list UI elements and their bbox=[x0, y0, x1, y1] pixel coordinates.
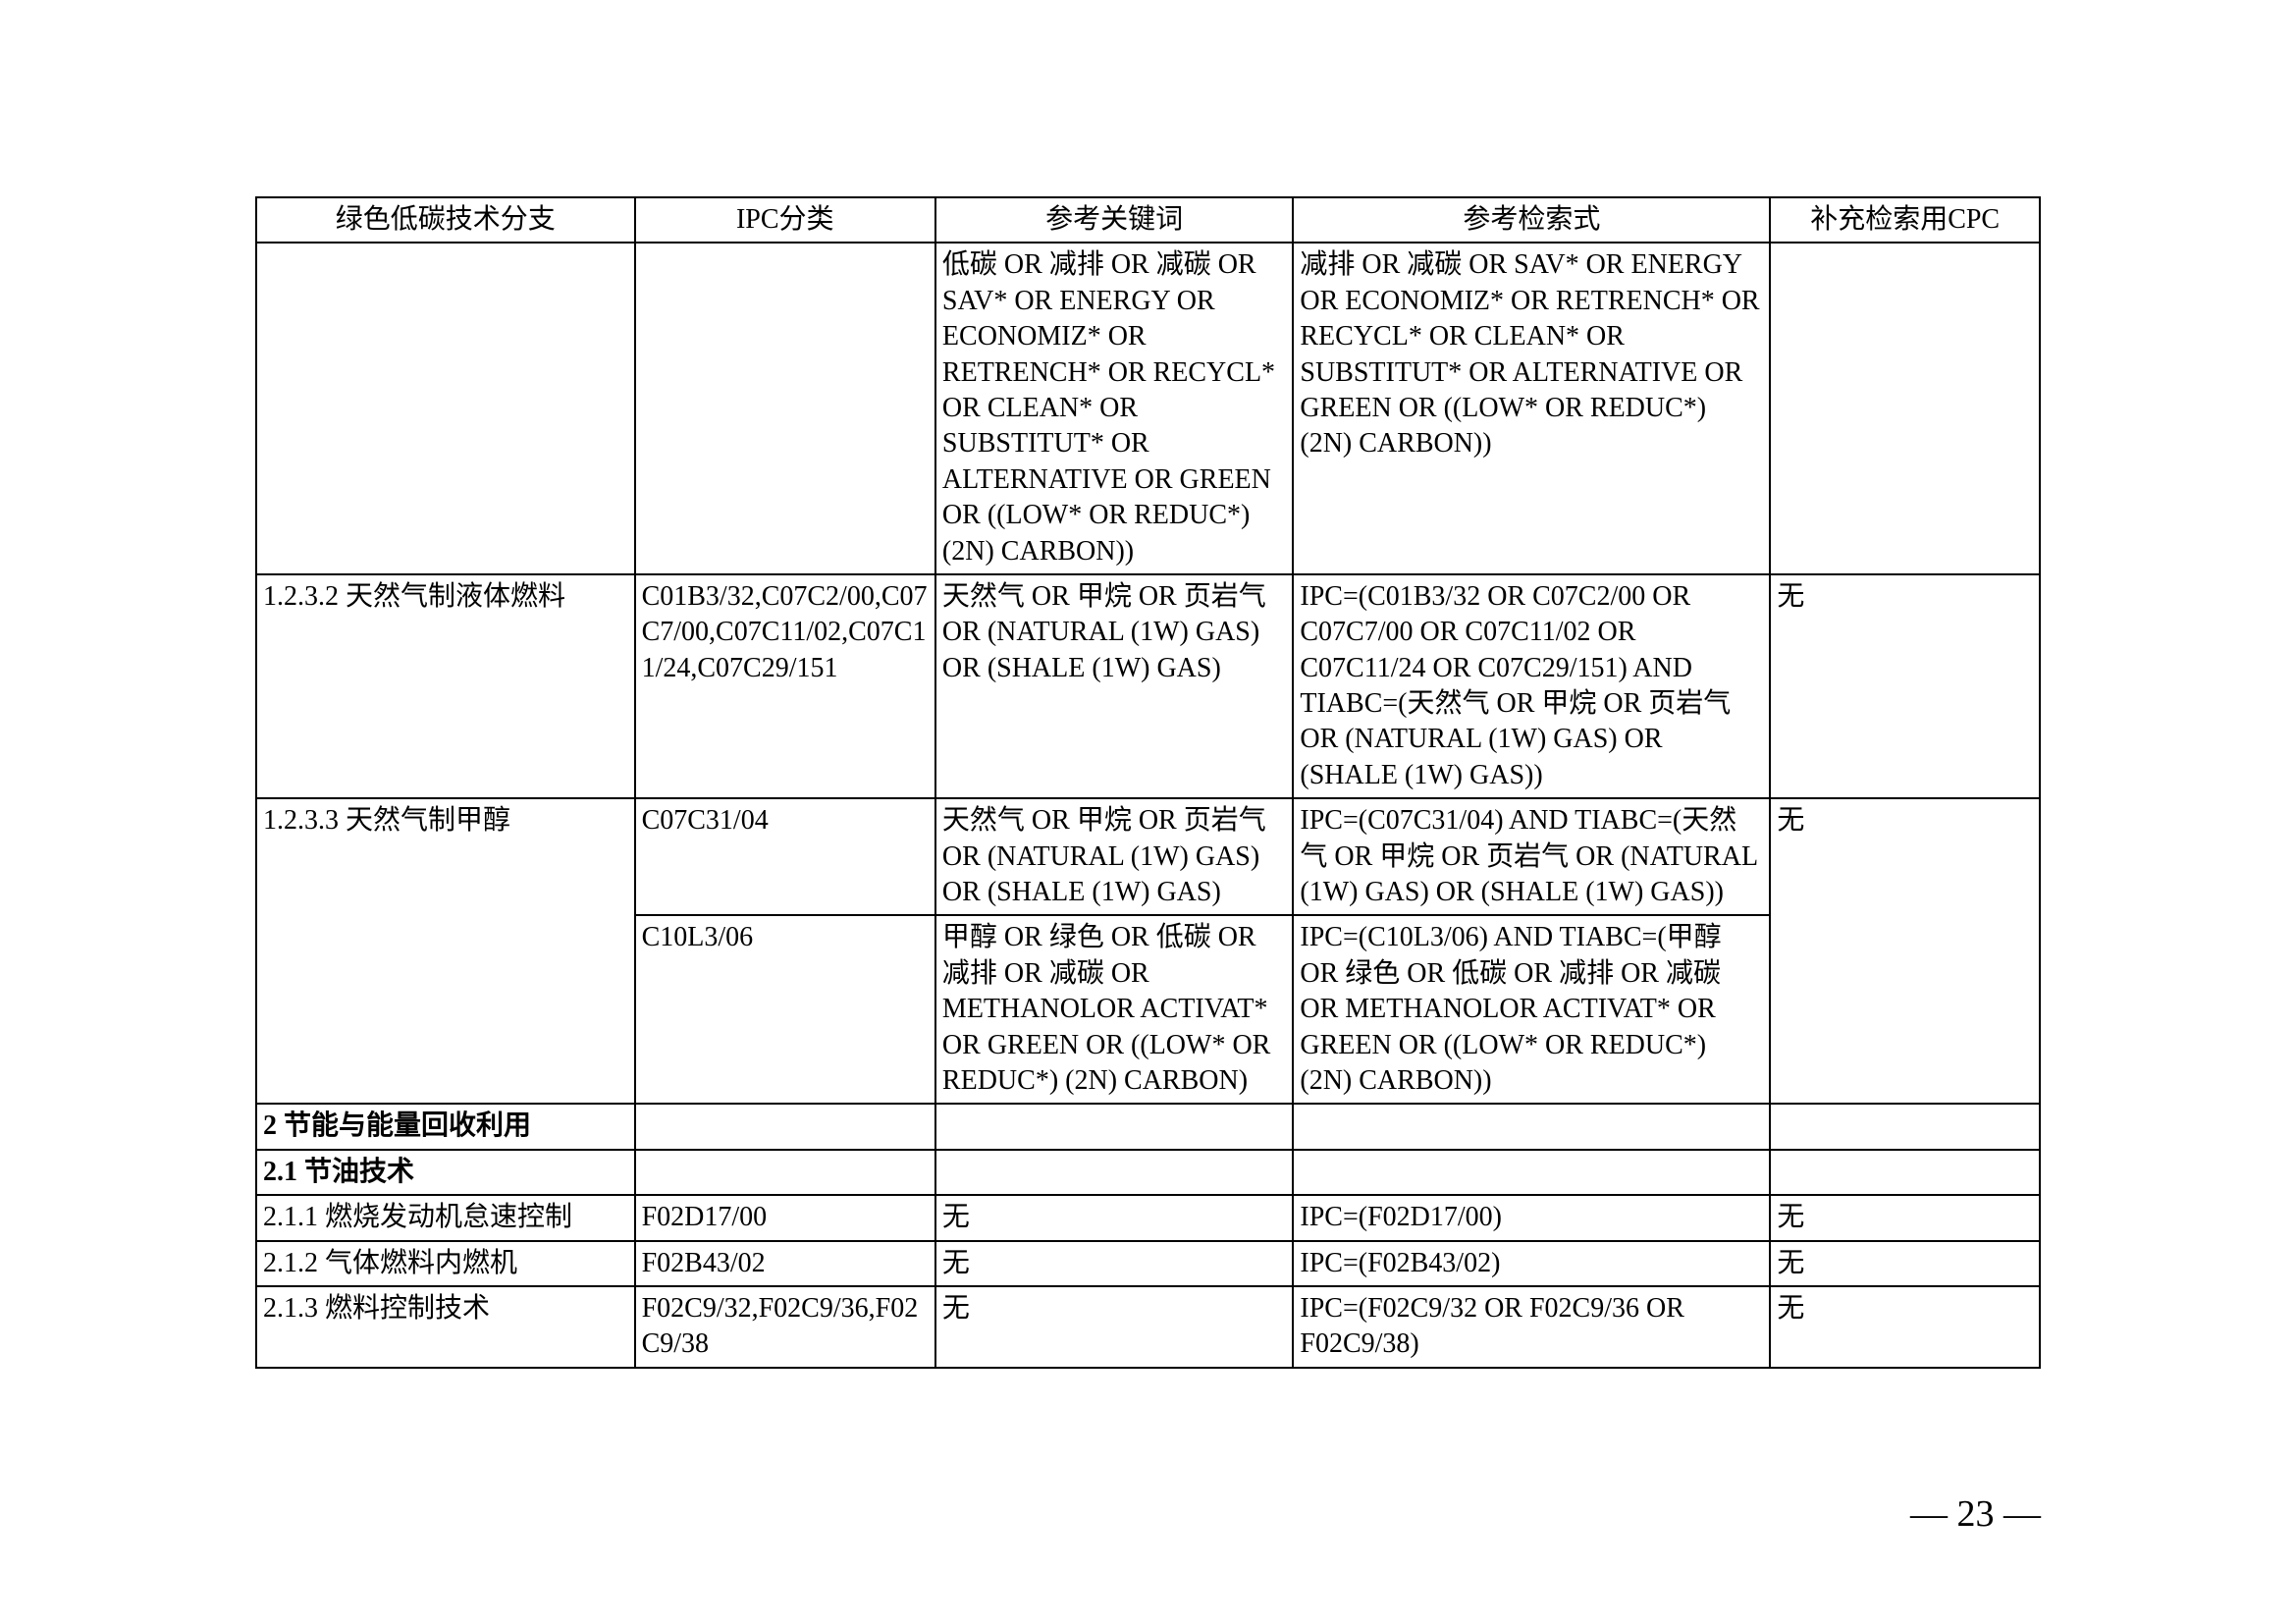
cell-search bbox=[1293, 1104, 1770, 1149]
cell-section-title: 2 节能与能量回收利用 bbox=[256, 1104, 635, 1149]
cell-search: IPC=(C01B3/32 OR C07C2/00 OR C07C7/00 OR… bbox=[1293, 574, 1770, 798]
cell-keywords: 甲醇 OR 绿色 OR 低碳 OR 减排 OR 减碳 OR METHANOLOR… bbox=[935, 915, 1293, 1104]
cell-ipc: F02B43/02 bbox=[635, 1241, 935, 1286]
header-cpc: 补充检索用CPC bbox=[1770, 197, 2040, 243]
cell-cpc bbox=[1770, 1104, 2040, 1149]
cell-ipc: F02C9/32,F02C9/36,F02C9/38 bbox=[635, 1286, 935, 1368]
table-header-row: 绿色低碳技术分支 IPC分类 参考关键词 参考检索式 补充检索用CPC bbox=[256, 197, 2040, 243]
classification-table: 绿色低碳技术分支 IPC分类 参考关键词 参考检索式 补充检索用CPC 低碳 O… bbox=[255, 196, 2041, 1369]
table-row: 1.2.3.3 天然气制甲醇 C07C31/04 天然气 OR 甲烷 OR 页岩… bbox=[256, 798, 2040, 915]
cell-search: IPC=(F02D17/00) bbox=[1293, 1195, 1770, 1240]
cell-ipc: C01B3/32,C07C2/00,C07C7/00,C07C11/02,C07… bbox=[635, 574, 935, 798]
cell-search: IPC=(F02B43/02) bbox=[1293, 1241, 1770, 1286]
document-page: 绿色低碳技术分支 IPC分类 参考关键词 参考检索式 补充检索用CPC 低碳 O… bbox=[0, 0, 2296, 1624]
header-ipc: IPC分类 bbox=[635, 197, 935, 243]
cell-search: 减排 OR 减碳 OR SAV* OR ENERGY OR ECONOMIZ* … bbox=[1293, 243, 1770, 574]
cell-keywords bbox=[935, 1150, 1293, 1195]
header-branch: 绿色低碳技术分支 bbox=[256, 197, 635, 243]
cell-keywords: 天然气 OR 甲烷 OR 页岩气 OR (NATURAL (1W) GAS) O… bbox=[935, 574, 1293, 798]
cell-branch: 1.2.3.3 天然气制甲醇 bbox=[256, 798, 635, 1104]
cell-branch: 1.2.3.2 天然气制液体燃料 bbox=[256, 574, 635, 798]
cell-cpc bbox=[1770, 1150, 2040, 1195]
cell-search bbox=[1293, 1150, 1770, 1195]
cell-cpc bbox=[1770, 243, 2040, 574]
cell-search: IPC=(C10L3/06) AND TIABC=(甲醇 OR 绿色 OR 低碳… bbox=[1293, 915, 1770, 1104]
cell-cpc: 无 bbox=[1770, 574, 2040, 798]
table-row: 1.2.3.2 天然气制液体燃料 C01B3/32,C07C2/00,C07C7… bbox=[256, 574, 2040, 798]
cell-search: IPC=(C07C31/04) AND TIABC=(天然气 OR 甲烷 OR … bbox=[1293, 798, 1770, 915]
cell-keywords: 无 bbox=[935, 1195, 1293, 1240]
cell-search: IPC=(F02C9/32 OR F02C9/36 OR F02C9/38) bbox=[1293, 1286, 1770, 1368]
cell-cpc: 无 bbox=[1770, 1195, 2040, 1240]
cell-branch bbox=[256, 243, 635, 574]
cell-cpc: 无 bbox=[1770, 798, 2040, 1104]
cell-ipc: F02D17/00 bbox=[635, 1195, 935, 1240]
cell-keywords: 无 bbox=[935, 1286, 1293, 1368]
cell-ipc: C07C31/04 bbox=[635, 798, 935, 915]
cell-keywords: 低碳 OR 减排 OR 减碳 OR SAV* OR ENERGY OR ECON… bbox=[935, 243, 1293, 574]
cell-keywords: 天然气 OR 甲烷 OR 页岩气 OR (NATURAL (1W) GAS) O… bbox=[935, 798, 1293, 915]
table-row: 2.1.1 燃烧发动机怠速控制 F02D17/00 无 IPC=(F02D17/… bbox=[256, 1195, 2040, 1240]
header-keywords: 参考关键词 bbox=[935, 197, 1293, 243]
cell-ipc bbox=[635, 1150, 935, 1195]
table-row: 2.1.2 气体燃料内燃机 F02B43/02 无 IPC=(F02B43/02… bbox=[256, 1241, 2040, 1286]
cell-keywords: 无 bbox=[935, 1241, 1293, 1286]
cell-branch: 2.1.3 燃料控制技术 bbox=[256, 1286, 635, 1368]
cell-ipc bbox=[635, 1104, 935, 1149]
cell-ipc bbox=[635, 243, 935, 574]
cell-branch: 2.1.2 气体燃料内燃机 bbox=[256, 1241, 635, 1286]
cell-section-title: 2.1 节油技术 bbox=[256, 1150, 635, 1195]
cell-keywords bbox=[935, 1104, 1293, 1149]
cell-cpc: 无 bbox=[1770, 1241, 2040, 1286]
cell-branch: 2.1.1 燃烧发动机怠速控制 bbox=[256, 1195, 635, 1240]
table-row: 2.1.3 燃料控制技术 F02C9/32,F02C9/36,F02C9/38 … bbox=[256, 1286, 2040, 1368]
cell-cpc: 无 bbox=[1770, 1286, 2040, 1368]
table-row: 2.1 节油技术 bbox=[256, 1150, 2040, 1195]
page-number: — 23 — bbox=[1910, 1492, 2041, 1536]
table-row: 低碳 OR 减排 OR 减碳 OR SAV* OR ENERGY OR ECON… bbox=[256, 243, 2040, 574]
header-search: 参考检索式 bbox=[1293, 197, 1770, 243]
table-row: 2 节能与能量回收利用 bbox=[256, 1104, 2040, 1149]
cell-ipc: C10L3/06 bbox=[635, 915, 935, 1104]
